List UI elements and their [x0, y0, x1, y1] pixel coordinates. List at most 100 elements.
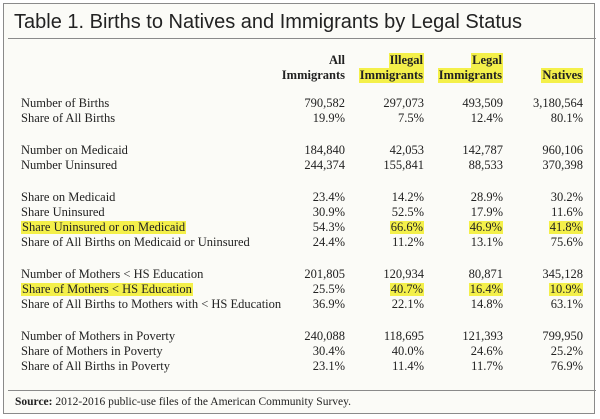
row-label: Share of All Births to Mothers with < HS…	[21, 297, 282, 311]
cell-text: 23.1%	[312, 359, 345, 373]
cell-text: 40.7%	[389, 282, 424, 296]
cell-value: 54.3%	[265, 221, 345, 234]
cell-value: 76.9%	[503, 360, 583, 373]
column-header-line: Immigrants	[358, 68, 424, 83]
cell-value: 66.6%	[344, 221, 424, 234]
table-row: Share of All Births on Medicaid or Unins…	[21, 236, 591, 249]
cell-text: 120,934	[383, 267, 424, 281]
cell-text: 24.6%	[470, 344, 503, 358]
cell-value: 24.6%	[423, 345, 503, 358]
column-header-legal-immigrants: Legal Immigrants	[423, 53, 503, 83]
cell-text: 52.5%	[391, 205, 424, 219]
cell-text: 25.5%	[312, 282, 345, 296]
cell-text: 41.8%	[548, 220, 583, 234]
table-row: Share Uninsured or on Medicaid 54.3% 66.6%…	[21, 221, 591, 234]
row-label: Number of Mothers < HS Education	[21, 267, 204, 281]
source-text: 2012-2016 public-use files of the Americ…	[52, 396, 352, 408]
cell-text: 493,509	[462, 96, 503, 110]
cell-value: 790,582	[265, 97, 345, 110]
column-header-line: Natives	[541, 68, 583, 83]
table-row: Share on Medicaid 23.4% 14.2% 28.9% 30.2%	[21, 191, 591, 204]
cell-value: 10.9%	[503, 283, 583, 296]
cell-value: 28.9%	[423, 191, 503, 204]
cell-text: 36.9%	[312, 297, 345, 311]
cell-value: 30.9%	[265, 206, 345, 219]
cell-text: 23.4%	[312, 190, 345, 204]
cell-value: 370,398	[503, 159, 583, 172]
table-row: Number on Medicaid 184,840 42,053 142,787 96…	[21, 144, 591, 157]
cell-text: 7.5%	[397, 111, 424, 125]
cell-text: 24.4%	[312, 235, 345, 249]
row-label: Number of Births	[21, 96, 110, 110]
cell-text: 799,950	[542, 329, 583, 343]
cell-text: 3,180,564	[533, 96, 583, 110]
cell-value: 121,393	[423, 330, 503, 343]
cell-text: 345,128	[542, 267, 583, 281]
cell-text: 142,787	[462, 143, 503, 157]
table-row: Share of Mothers < HS Education 25.5% 40.7…	[21, 283, 591, 296]
cell-value: 11.2%	[344, 236, 424, 249]
cell-value: 46.9%	[423, 221, 503, 234]
cell-text: 66.6%	[389, 220, 424, 234]
table-row: Number of Births 790,582 297,073 493,509 3,1…	[21, 97, 591, 110]
column-header-all-immigrants: All Immigrants	[265, 53, 345, 83]
cell-text: 155,841	[383, 158, 424, 172]
row-label: Share of All Births in Poverty	[21, 359, 170, 373]
table-row: Number Uninsured 244,374 155,841 88,533 370,…	[21, 159, 591, 172]
table-row: Share of All Births 19.9% 7.5% 12.4% 80.1%	[21, 112, 591, 125]
column-header-line: Illegal	[388, 53, 424, 68]
cell-value: 184,840	[265, 144, 345, 157]
cell-text: 10.9%	[548, 282, 583, 296]
table-row: Number of Mothers < HS Education 201,805 1…	[21, 268, 591, 281]
cell-text: 22.1%	[391, 297, 424, 311]
cell-value: 19.9%	[265, 112, 345, 125]
cell-value: 75.6%	[503, 236, 583, 249]
cell-value: 41.8%	[503, 221, 583, 234]
cell-value: 142,787	[423, 144, 503, 157]
table-row: Number of Mothers in Poverty 240,088 118,6…	[21, 330, 591, 343]
table-title: Table 1. Births to Natives and Immigrant…	[14, 11, 523, 33]
cell-value: 7.5%	[344, 112, 424, 125]
table-row: Share Uninsured 30.9% 52.5% 17.9% 11.6%	[21, 206, 591, 219]
cell-text: 121,393	[462, 329, 503, 343]
cell-value: 13.1%	[423, 236, 503, 249]
column-header-illegal-immigrants: Illegal Immigrants	[344, 53, 424, 83]
cell-text: 19.9%	[312, 111, 345, 125]
cell-text: 14.8%	[470, 297, 503, 311]
cell-value: 118,695	[344, 330, 424, 343]
table-row: Share of All Births to Mothers with < HS…	[21, 298, 591, 311]
row-label: Number on Medicaid	[21, 143, 128, 157]
cell-value: 23.4%	[265, 191, 345, 204]
cell-text: 28.9%	[470, 190, 503, 204]
cell-text: 30.2%	[550, 190, 583, 204]
cell-text: 46.9%	[468, 220, 503, 234]
cell-text: 118,695	[383, 329, 424, 343]
cell-value: 11.4%	[344, 360, 424, 373]
cell-text: 63.1%	[550, 297, 583, 311]
cell-value: 11.6%	[503, 206, 583, 219]
cell-value: 40.7%	[344, 283, 424, 296]
column-header-line: Immigrants	[437, 68, 503, 83]
cell-value: 42,053	[344, 144, 424, 157]
column-header-natives: Natives	[503, 53, 583, 83]
cell-text: 11.6%	[551, 205, 583, 219]
row-label: Share Uninsured or on Medicaid	[21, 220, 187, 234]
cell-value: 17.9%	[423, 206, 503, 219]
column-header-line: Legal	[471, 53, 503, 68]
source-label: Source:	[15, 396, 53, 408]
cell-value: 25.2%	[503, 345, 583, 358]
cell-text: 75.6%	[550, 235, 583, 249]
cell-text: 17.9%	[470, 205, 503, 219]
row-label: Share of All Births on Medicaid or Unins…	[21, 235, 250, 249]
cell-value: 345,128	[503, 268, 583, 281]
cell-value: 24.4%	[265, 236, 345, 249]
cell-text: 11.2%	[392, 235, 424, 249]
cell-text: 80.1%	[550, 111, 583, 125]
cell-text: 13.1%	[470, 235, 503, 249]
table-row: Share of All Births in Poverty 23.1% 11.4%…	[21, 360, 591, 373]
row-label: Share of Mothers < HS Education	[21, 282, 193, 296]
cell-text: 76.9%	[550, 359, 583, 373]
cell-value: 80,871	[423, 268, 503, 281]
cell-text: 12.4%	[470, 111, 503, 125]
cell-value: 88,533	[423, 159, 503, 172]
